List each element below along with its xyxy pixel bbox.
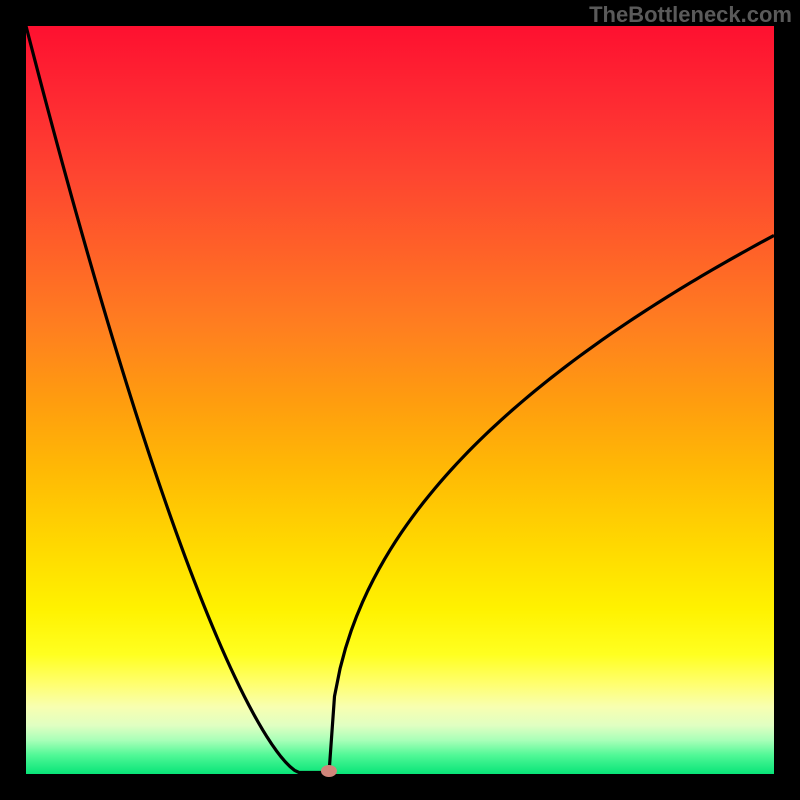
- bottleneck-chart: [0, 0, 800, 800]
- optimum-marker: [321, 765, 337, 777]
- watermark-text: TheBottleneck.com: [589, 2, 792, 28]
- chart-container: TheBottleneck.com: [0, 0, 800, 800]
- chart-background: [26, 26, 774, 774]
